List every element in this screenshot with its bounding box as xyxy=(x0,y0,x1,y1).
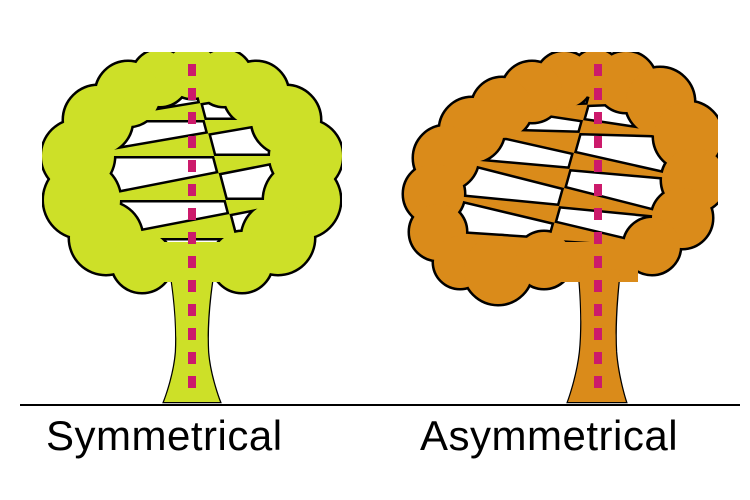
asymmetrical-tree xyxy=(398,52,718,404)
symmetrical-tree xyxy=(42,52,342,404)
ground-line xyxy=(20,404,740,406)
label-asymmetrical: Asymmetrical xyxy=(420,412,678,460)
diagram-stage: Symmetrical Asymmetrical xyxy=(0,0,750,500)
label-symmetrical: Symmetrical xyxy=(46,412,283,460)
